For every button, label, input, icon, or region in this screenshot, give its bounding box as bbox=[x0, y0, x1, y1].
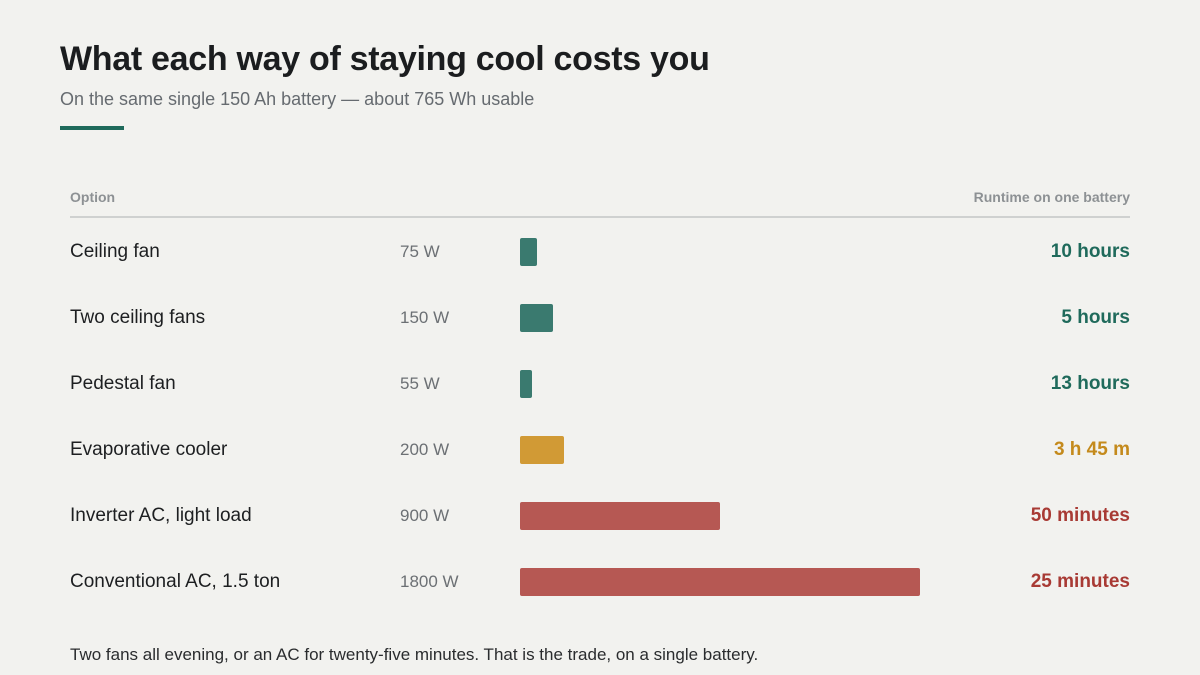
row-watts: 1800 W bbox=[400, 572, 459, 591]
row-label: Evaporative cooler bbox=[70, 439, 228, 460]
row-runtime: 25 minutes bbox=[1030, 571, 1130, 592]
power-bar bbox=[520, 370, 533, 398]
table-row: Two ceiling fans 150 W 5 hours bbox=[70, 284, 1130, 350]
table-row: Ceiling fan 75 W 10 hours bbox=[70, 218, 1130, 284]
bar-track bbox=[520, 370, 920, 398]
power-bar bbox=[520, 304, 554, 332]
comparison-table: Option Runtime on one battery Ceiling fa… bbox=[70, 180, 1130, 614]
power-bar bbox=[520, 568, 920, 596]
table-row: Inverter AC, light load 900 W 50 minutes bbox=[70, 482, 1130, 548]
row-label: Inverter AC, light load bbox=[70, 505, 252, 526]
row-watts: 200 W bbox=[400, 440, 450, 459]
bar-track bbox=[520, 568, 920, 596]
row-runtime: 5 hours bbox=[1061, 307, 1130, 328]
row-label: Two ceiling fans bbox=[70, 307, 206, 328]
row-label: Pedestal fan bbox=[70, 373, 176, 394]
row-watts: 900 W bbox=[400, 506, 450, 525]
row-label: Ceiling fan bbox=[70, 241, 160, 262]
table-rows: Ceiling fan 75 W 10 hours Two ceiling fans 1… bbox=[70, 218, 1130, 614]
power-bar bbox=[520, 502, 720, 530]
power-bar bbox=[520, 436, 565, 464]
row-watts: 55 W bbox=[400, 374, 440, 393]
table-header: Option Runtime on one battery bbox=[70, 180, 1130, 218]
bar-track bbox=[520, 502, 920, 530]
table-row: Evaporative cooler 200 W 3 h 45 m bbox=[70, 416, 1130, 482]
bar-track bbox=[520, 436, 920, 464]
row-runtime: 10 hours bbox=[1050, 241, 1130, 262]
row-watts: 75 W bbox=[400, 242, 440, 261]
table-row: Conventional AC, 1.5 ton 1800 W 25 minutes bbox=[70, 548, 1130, 614]
power-bar bbox=[520, 238, 537, 266]
chart-title: What each way of staying cool costs you bbox=[60, 40, 710, 78]
row-watts: 150 W bbox=[400, 308, 450, 327]
row-runtime: 50 minutes bbox=[1030, 505, 1130, 526]
bar-track bbox=[520, 238, 920, 266]
accent-rule bbox=[60, 126, 124, 130]
row-label: Conventional AC, 1.5 ton bbox=[70, 571, 281, 592]
row-runtime: 3 h 45 m bbox=[1053, 439, 1130, 460]
bar-track bbox=[520, 304, 920, 332]
footnote: Two fans all evening, or an AC for twent… bbox=[70, 645, 759, 664]
chart-subtitle: On the same single 150 Ah battery — abou… bbox=[60, 89, 535, 109]
header-option: Option bbox=[70, 189, 116, 205]
table-row: Pedestal fan 55 W 13 hours bbox=[70, 350, 1130, 416]
header-runtime: Runtime on one battery bbox=[973, 189, 1130, 205]
row-runtime: 13 hours bbox=[1050, 373, 1130, 394]
